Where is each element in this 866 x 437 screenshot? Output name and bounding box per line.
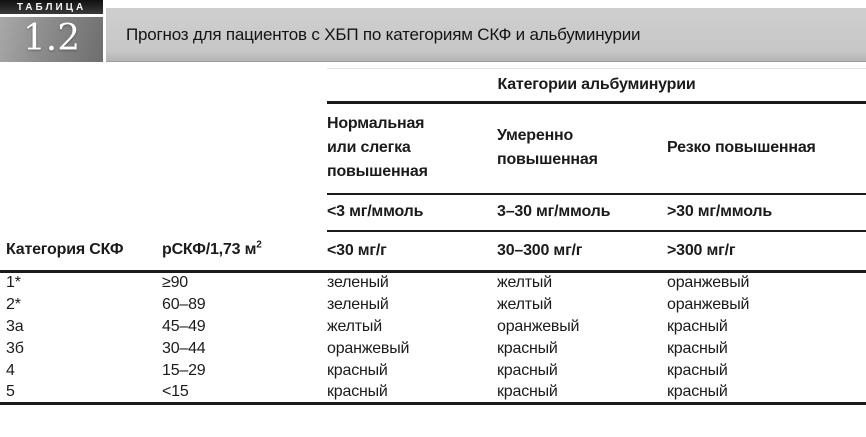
a1-name-line: Нормальная [327, 115, 425, 133]
spacer-cell [0, 103, 327, 194]
table-row: 3а 45–49 желтый оранжевый красный [0, 316, 866, 338]
gfr-category-cell: 4 [6, 361, 15, 379]
a3-mmol-range: >30 мг/ммоль [667, 193, 866, 232]
title-bar: Прогноз для пациентов с ХБП по категория… [106, 8, 866, 62]
gfr-category-cell: 3а [6, 317, 24, 335]
risk-cell: зеленый [327, 295, 389, 313]
albuminuria-group-header: Категории альбуминурии [327, 68, 866, 104]
egfr-range-cell: 45–49 [162, 317, 206, 335]
risk-cell: желтый [497, 295, 552, 313]
risk-cell: красный [327, 381, 497, 405]
egfr-range-cell: <15 [162, 381, 327, 405]
table-row: 3б 30–44 оранжевый красный красный [0, 338, 866, 360]
risk-cell: оранжевый [497, 317, 580, 335]
table-badge: ТАБЛИЦА 1.2 [0, 0, 103, 62]
group-header-row: Категории альбуминурии [0, 68, 866, 104]
risk-cell: оранжевый [667, 274, 750, 292]
a2-mg-range: 30–300 мг/г [497, 230, 667, 273]
table-row: 5 <15 красный красный красный [0, 381, 866, 405]
albuminuria-a3-header: Резко повышенная [667, 102, 866, 195]
table-row: 2* 60–89 зеленый желтый оранжевый [0, 294, 866, 316]
a3-mg-range: >300 мг/г [667, 230, 866, 273]
units-mmol-row: <3 мг/ммоль 3–30 мг/ммоль >30 мг/ммоль [0, 193, 866, 232]
gfr-category-cell: 1* [6, 274, 21, 292]
egfr-range-cell: ≥90 [162, 274, 188, 292]
risk-cell: красный [497, 381, 667, 405]
risk-cell: красный [667, 339, 728, 357]
units-mg-row: Категория СКФ рСКФ/1,73 м2 <30 мг/г 30–3… [0, 230, 866, 273]
a1-name-line: или слегка [327, 139, 411, 157]
gfr-category-header: Категория СКФ [0, 230, 162, 273]
risk-cell: красный [497, 339, 558, 357]
a1-mmol-range: <3 мг/ммоль [327, 193, 497, 232]
a3-name-line: Резко повышенная [667, 139, 816, 157]
gfr-category-cell: 3б [6, 339, 24, 357]
albuminuria-name-row: Нормальная или слегка повышенная Умеренн… [0, 102, 866, 195]
badge-number: 1.2 [0, 17, 103, 62]
a2-name-line: Умеренно [497, 127, 574, 145]
egfr-range-cell: 30–44 [162, 339, 206, 357]
gfr-category-cell: 5 [0, 381, 162, 405]
risk-cell: красный [667, 317, 728, 335]
table-row: 1* ≥90 зеленый желтый оранжевый [0, 272, 866, 294]
risk-cell: красный [497, 361, 558, 379]
spacer-cell [0, 69, 327, 103]
a2-mmol-range: 3–30 мг/ммоль [497, 193, 667, 232]
risk-cell: желтый [327, 317, 382, 335]
risk-cell: оранжевый [667, 295, 750, 313]
risk-cell: оранжевый [327, 339, 410, 357]
a1-mg-range: <30 мг/г [327, 230, 497, 273]
egfr-header: рСКФ/1,73 м2 [162, 230, 327, 273]
risk-cell: красный [667, 361, 728, 379]
risk-cell: желтый [497, 274, 552, 292]
gfr-category-cell: 2* [6, 295, 21, 313]
egfr-range-cell: 15–29 [162, 361, 206, 379]
egfr-header-superscript: 2 [256, 239, 262, 251]
spacer-cell [0, 194, 327, 231]
albuminuria-a2-header: Умеренно повышенная [497, 102, 667, 195]
a1-name-line: повышенная [327, 163, 428, 181]
risk-cell: красный [667, 381, 866, 405]
a2-name-line: повышенная [497, 151, 598, 169]
table-header: ТАБЛИЦА 1.2 Прогноз для пациентов с ХБП … [0, 0, 866, 62]
prognosis-table: Категории альбуминурии Нормальная или сл… [0, 68, 866, 405]
albuminuria-a1-header: Нормальная или слегка повышенная [327, 102, 497, 195]
egfr-header-text: рСКФ/1,73 м [162, 241, 257, 259]
badge-label: ТАБЛИЦА [0, 0, 103, 14]
risk-cell: красный [327, 361, 388, 379]
table-title: Прогноз для пациентов с ХБП по категория… [126, 24, 641, 44]
risk-cell: зеленый [327, 274, 389, 292]
egfr-range-cell: 60–89 [162, 295, 206, 313]
table-row: 4 15–29 красный красный красный [0, 360, 866, 382]
